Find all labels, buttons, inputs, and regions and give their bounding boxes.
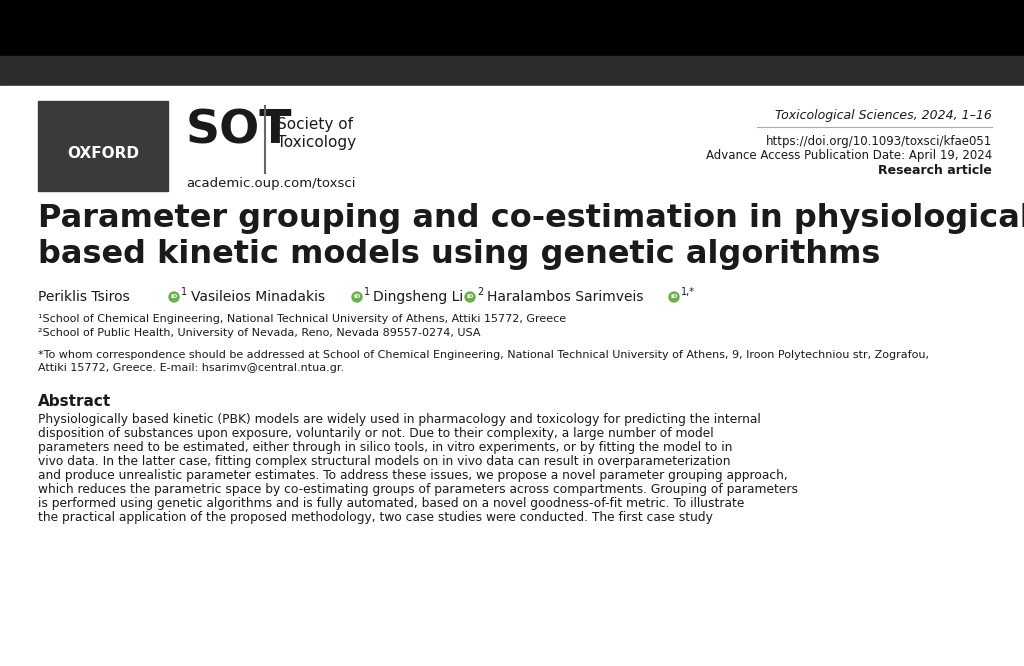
- Text: 1: 1: [181, 287, 187, 297]
- Text: iD: iD: [353, 294, 360, 300]
- Text: *To whom correspondence should be addressed at School of Chemical Engineering, N: *To whom correspondence should be addres…: [38, 350, 929, 360]
- Circle shape: [465, 292, 475, 302]
- Text: Dingsheng Li: Dingsheng Li: [373, 290, 463, 304]
- Text: academic.oup.com/toxsci: academic.oup.com/toxsci: [186, 176, 355, 190]
- Text: iD: iD: [671, 294, 678, 300]
- Text: Attiki 15772, Greece. E-mail: hsarimv@central.ntua.gr.: Attiki 15772, Greece. E-mail: hsarimv@ce…: [38, 363, 344, 373]
- Bar: [0, 56, 1024, 86]
- Text: SOT: SOT: [186, 109, 293, 153]
- Text: and produce unrealistic parameter estimates. To address these issues, we propose: and produce unrealistic parameter estima…: [38, 468, 787, 482]
- Text: vivo data. In the latter case, fitting complex structural models on in vivo data: vivo data. In the latter case, fitting c…: [38, 454, 730, 468]
- Text: Toxicology: Toxicology: [278, 135, 356, 151]
- Text: which reduces the parametric space by co-estimating groups of parameters across : which reduces the parametric space by co…: [38, 482, 798, 496]
- Text: Research article: Research article: [879, 165, 992, 178]
- Text: iD: iD: [466, 294, 474, 300]
- Text: ¹School of Chemical Engineering, National Technical University of Athens, Attiki: ¹School of Chemical Engineering, Nationa…: [38, 314, 566, 324]
- Text: OXFORD: OXFORD: [67, 147, 139, 161]
- Text: the practical application of the proposed methodology, two case studies were con: the practical application of the propose…: [38, 511, 713, 523]
- Text: disposition of substances upon exposure, voluntarily or not. Due to their comple: disposition of substances upon exposure,…: [38, 426, 714, 440]
- Text: Periklis Tsiros: Periklis Tsiros: [38, 290, 130, 304]
- Text: 1: 1: [364, 287, 370, 297]
- Circle shape: [669, 292, 679, 302]
- Text: Advance Access Publication Date: April 19, 2024: Advance Access Publication Date: April 1…: [706, 149, 992, 161]
- Text: parameters need to be estimated, either through in silico tools, in vitro experi: parameters need to be estimated, either …: [38, 440, 732, 454]
- Text: Physiologically based kinetic (PBK) models are widely used in pharmacology and t: Physiologically based kinetic (PBK) mode…: [38, 412, 761, 426]
- Text: Toxicological Sciences, 2024, 1–16: Toxicological Sciences, 2024, 1–16: [775, 109, 992, 123]
- Text: Haralambos Sarimveis: Haralambos Sarimveis: [487, 290, 643, 304]
- Text: iD: iD: [170, 294, 178, 300]
- Text: based kinetic models using genetic algorithms: based kinetic models using genetic algor…: [38, 238, 881, 270]
- Text: Abstract: Abstract: [38, 394, 112, 408]
- Bar: [38, 101, 168, 191]
- Text: https://doi.org/10.1093/toxsci/kfae051: https://doi.org/10.1093/toxsci/kfae051: [766, 135, 992, 147]
- Circle shape: [352, 292, 362, 302]
- Text: ²School of Public Health, University of Nevada, Reno, Nevada 89557-0274, USA: ²School of Public Health, University of …: [38, 328, 480, 338]
- Bar: [0, 0, 1024, 56]
- Text: 1,*: 1,*: [681, 287, 695, 297]
- Bar: [0, 86, 1024, 666]
- Text: Vasileios Minadakis: Vasileios Minadakis: [191, 290, 326, 304]
- Text: is performed using genetic algorithms and is fully automated, based on a novel g: is performed using genetic algorithms an…: [38, 496, 744, 509]
- Circle shape: [169, 292, 179, 302]
- Text: Society of: Society of: [278, 117, 353, 131]
- Text: Parameter grouping and co-estimation in physiologically: Parameter grouping and co-estimation in …: [38, 204, 1024, 234]
- Text: 2: 2: [477, 287, 483, 297]
